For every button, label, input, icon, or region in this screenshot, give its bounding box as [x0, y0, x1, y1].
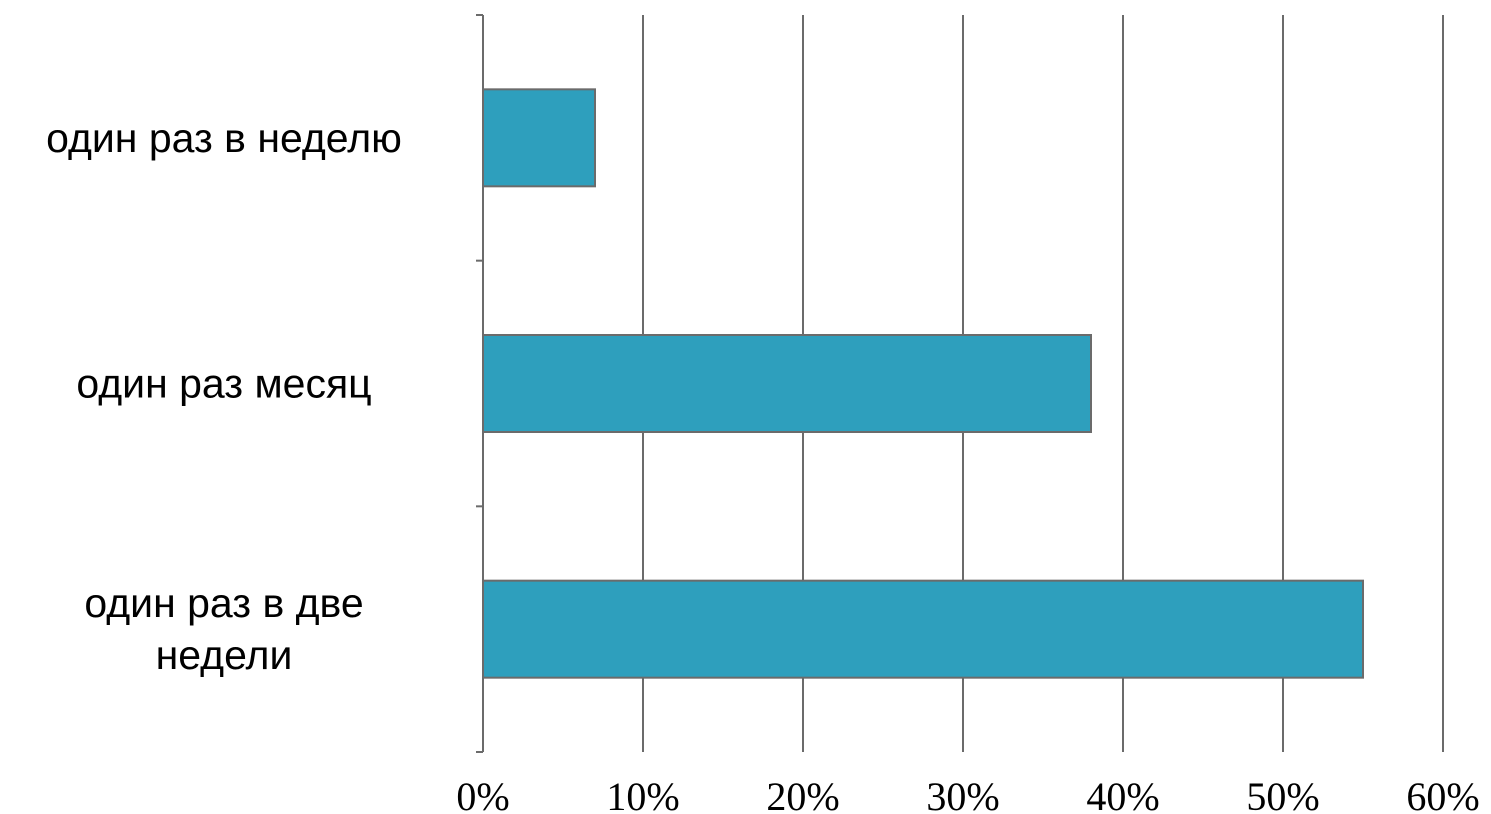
x-tick-label-0: 0%: [456, 774, 509, 814]
x-tick-label-6: 60%: [1406, 774, 1479, 814]
x-tick-label-3: 30%: [926, 774, 999, 814]
category-label-line: один раз в две: [84, 580, 363, 626]
x-tick-label-4: 40%: [1086, 774, 1159, 814]
category-label-line: недели: [156, 632, 293, 678]
bar-1: [482, 334, 1092, 433]
y-axis: [476, 14, 484, 753]
bars: [482, 88, 1364, 679]
x-tick-label-1: 10%: [606, 774, 679, 814]
category-label-0: один раз в неделю: [46, 115, 402, 161]
category-label-line: один раз в неделю: [46, 115, 402, 161]
category-label-1: один раз месяц: [76, 361, 371, 407]
bar-2: [482, 579, 1364, 679]
category-labels: один раз в неделю один раз месяц один раз …: [46, 115, 402, 678]
x-tick-labels: 0% 10% 20% 30% 40% 50% 60%: [456, 774, 1479, 814]
bar-0: [482, 88, 596, 188]
x-tick-label-2: 20%: [766, 774, 839, 814]
category-label-2: один раз в две недели: [84, 580, 363, 678]
x-tick-label-5: 50%: [1246, 774, 1319, 814]
category-label-line: один раз месяц: [76, 361, 371, 407]
